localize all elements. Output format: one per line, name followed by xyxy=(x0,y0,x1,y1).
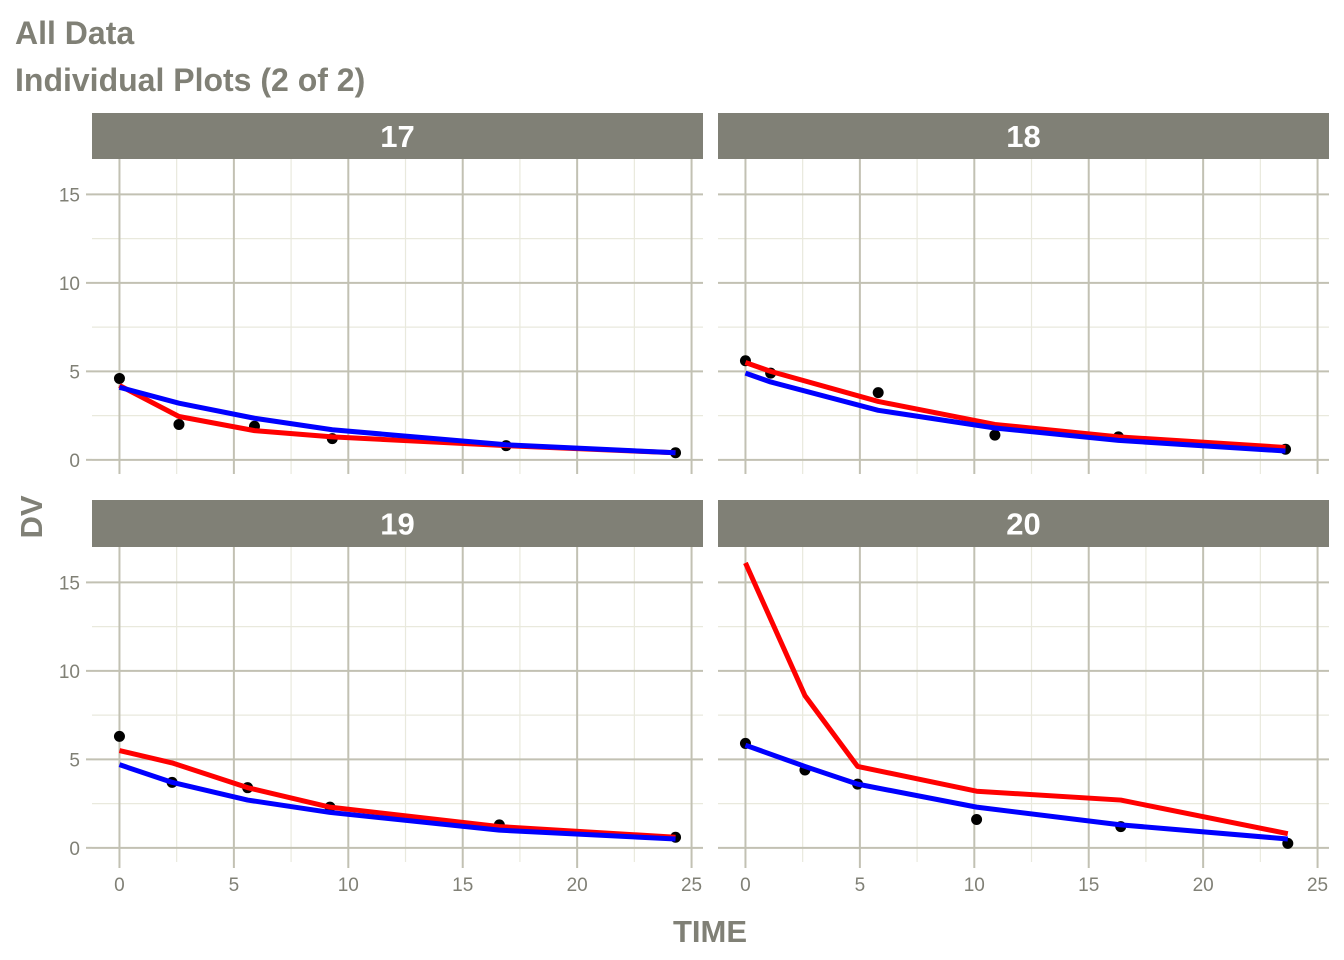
chart-title: All Data xyxy=(15,15,135,51)
y-tick-label: 5 xyxy=(69,750,80,771)
red-line-series xyxy=(744,360,1286,450)
y-tick-label: 5 xyxy=(69,362,80,383)
red-line-series xyxy=(743,561,1289,837)
panel-18: 18 xyxy=(718,113,1329,474)
x-axis-label: TIME xyxy=(673,914,747,949)
x-tick-label: 20 xyxy=(1193,875,1214,896)
facet-label: 17 xyxy=(380,119,414,154)
panel-19: 19 0 5 10 15 0 5 10 15 20 25 xyxy=(59,500,703,896)
panel-17: 17 0 5 10 15 xyxy=(59,113,703,474)
x-tick-label: 10 xyxy=(338,875,359,896)
y-tick-label: 15 xyxy=(59,573,80,594)
y-tick-label: 0 xyxy=(69,451,80,472)
x-tick-label: 20 xyxy=(567,875,588,896)
panel-20: 20 0 5 10 15 20 25 xyxy=(718,500,1329,896)
y-tick-label: 0 xyxy=(69,839,80,860)
red-line-series xyxy=(118,748,676,840)
observed-point xyxy=(113,730,125,742)
blue-line-series xyxy=(118,384,676,456)
x-tick-label: 0 xyxy=(114,875,125,896)
x-tick-label: 15 xyxy=(452,875,473,896)
observed-point xyxy=(971,814,983,826)
facet-label: 20 xyxy=(1006,507,1040,542)
facet-label: 19 xyxy=(380,507,414,542)
chart-subtitle: Individual Plots (2 of 2) xyxy=(15,62,366,98)
observed-point xyxy=(872,387,884,399)
facet-strip xyxy=(718,500,1329,547)
facet-strip xyxy=(92,113,703,159)
facet-strip xyxy=(92,500,703,547)
blue-line-series xyxy=(744,370,1286,454)
facet-strip xyxy=(718,113,1329,159)
blue-line-series xyxy=(118,762,676,842)
y-tick-label: 15 xyxy=(59,185,80,206)
observed-point xyxy=(113,372,125,384)
x-tick-label: 5 xyxy=(855,875,866,896)
red-line-series xyxy=(118,383,676,456)
x-tick-label: 25 xyxy=(1307,875,1328,896)
x-tick-label: 0 xyxy=(740,875,751,896)
observed-point xyxy=(989,429,1001,441)
y-tick-label: 10 xyxy=(59,662,80,683)
y-axis-label: DV xyxy=(14,495,49,538)
facet-label: 18 xyxy=(1006,119,1040,154)
observed-point xyxy=(173,418,185,430)
x-tick-label: 5 xyxy=(229,875,240,896)
x-tick-label: 10 xyxy=(964,875,985,896)
x-tick-label: 25 xyxy=(681,875,702,896)
blue-line-series xyxy=(744,742,1289,842)
x-tick-label: 15 xyxy=(1078,875,1099,896)
y-tick-label: 10 xyxy=(59,274,80,295)
